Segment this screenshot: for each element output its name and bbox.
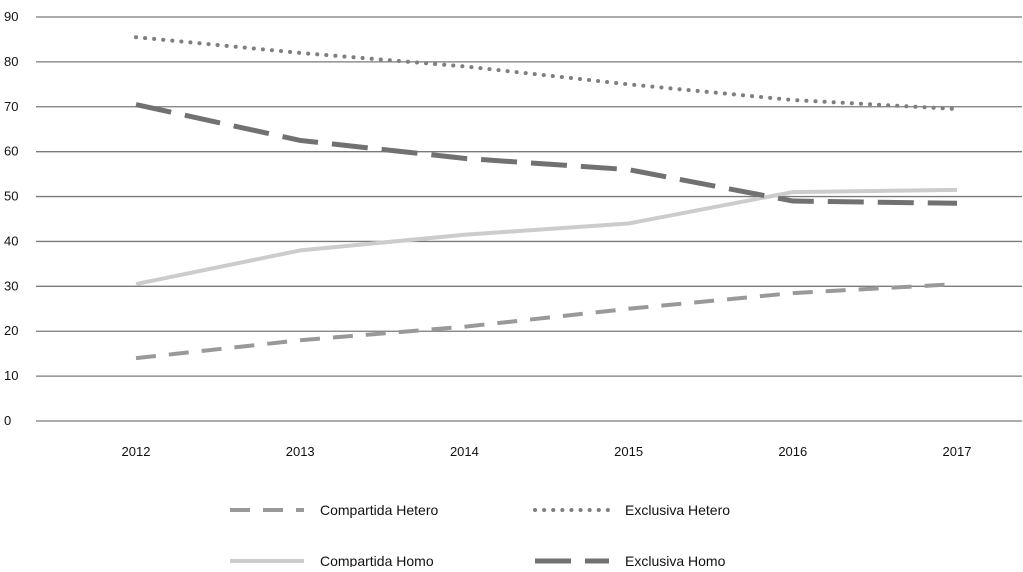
data-point-compartida-homo: [133, 281, 139, 287]
legend-label-exclusiva-homo: Exclusiva Homo: [625, 553, 726, 567]
data-point-compartida-hetero: [461, 324, 467, 330]
data-point-exclusiva-homo: [954, 200, 960, 206]
data-point-exclusiva-homo: [297, 137, 303, 143]
data-point-exclusiva-hetero: [297, 50, 303, 56]
y-tick-label: 0: [4, 413, 11, 428]
data-point-compartida-homo: [790, 189, 796, 195]
y-tick-label: 50: [4, 189, 18, 204]
y-tick-label: 30: [4, 278, 18, 293]
legend-label-exclusiva-hetero: Exclusiva Hetero: [625, 502, 730, 518]
y-tick-label: 60: [4, 144, 18, 159]
y-tick-label: 70: [4, 99, 18, 114]
data-point-exclusiva-hetero: [790, 97, 796, 103]
series-line-exclusiva-hetero: [134, 35, 959, 112]
y-tick-label: 40: [4, 233, 18, 248]
legend: Compartida Hetero Exclusiva Hetero Compart…: [230, 502, 730, 569]
x-tick-label: 2015: [614, 444, 643, 459]
x-tick-label: 2016: [778, 444, 807, 459]
data-point-compartida-hetero: [133, 355, 139, 361]
y-tick-label: 10: [4, 368, 18, 383]
data-point-compartida-hetero: [626, 306, 632, 312]
data-point-compartida-hetero: [297, 337, 303, 343]
y-tick-label: 90: [4, 9, 18, 24]
x-tick-label: 2012: [122, 444, 151, 459]
data-point-compartida-homo: [626, 220, 632, 226]
data-point-exclusiva-hetero: [133, 34, 139, 40]
series-line-compartida-homo: [135, 187, 958, 287]
legend-label-compartida-homo: Compartida Homo: [320, 553, 434, 567]
data-point-exclusiva-homo: [461, 155, 467, 161]
y-axis-ticks: 0 10 20 30 40 50 60 70 80 90: [4, 9, 18, 428]
data-point-exclusiva-hetero: [626, 81, 632, 87]
data-point-exclusiva-hetero: [461, 63, 467, 69]
series-line-exclusiva-homo: [135, 102, 958, 206]
x-tick-label: 2013: [286, 444, 315, 459]
x-tick-label: 2017: [943, 444, 972, 459]
data-point-compartida-hetero: [790, 290, 796, 296]
data-point-exclusiva-hetero: [954, 106, 960, 112]
series-line-compartida-hetero: [135, 282, 958, 361]
series-lines: [133, 34, 960, 361]
legend-label-compartida-hetero: Compartida Hetero: [320, 502, 438, 518]
x-tick-label: 2014: [450, 444, 479, 459]
data-point-exclusiva-homo: [133, 102, 139, 108]
data-point-exclusiva-homo: [626, 167, 632, 173]
data-point-compartida-homo: [297, 247, 303, 253]
data-point-exclusiva-homo: [790, 198, 796, 204]
x-axis-ticks: 2012 2013 2014 2015 2016 2017: [122, 444, 972, 459]
y-tick-label: 20: [4, 323, 18, 338]
data-point-compartida-homo: [954, 187, 960, 193]
grid-lines: [36, 16, 1022, 422]
y-tick-label: 80: [4, 54, 18, 69]
data-point-compartida-hetero: [954, 281, 960, 287]
data-point-compartida-homo: [461, 232, 467, 238]
